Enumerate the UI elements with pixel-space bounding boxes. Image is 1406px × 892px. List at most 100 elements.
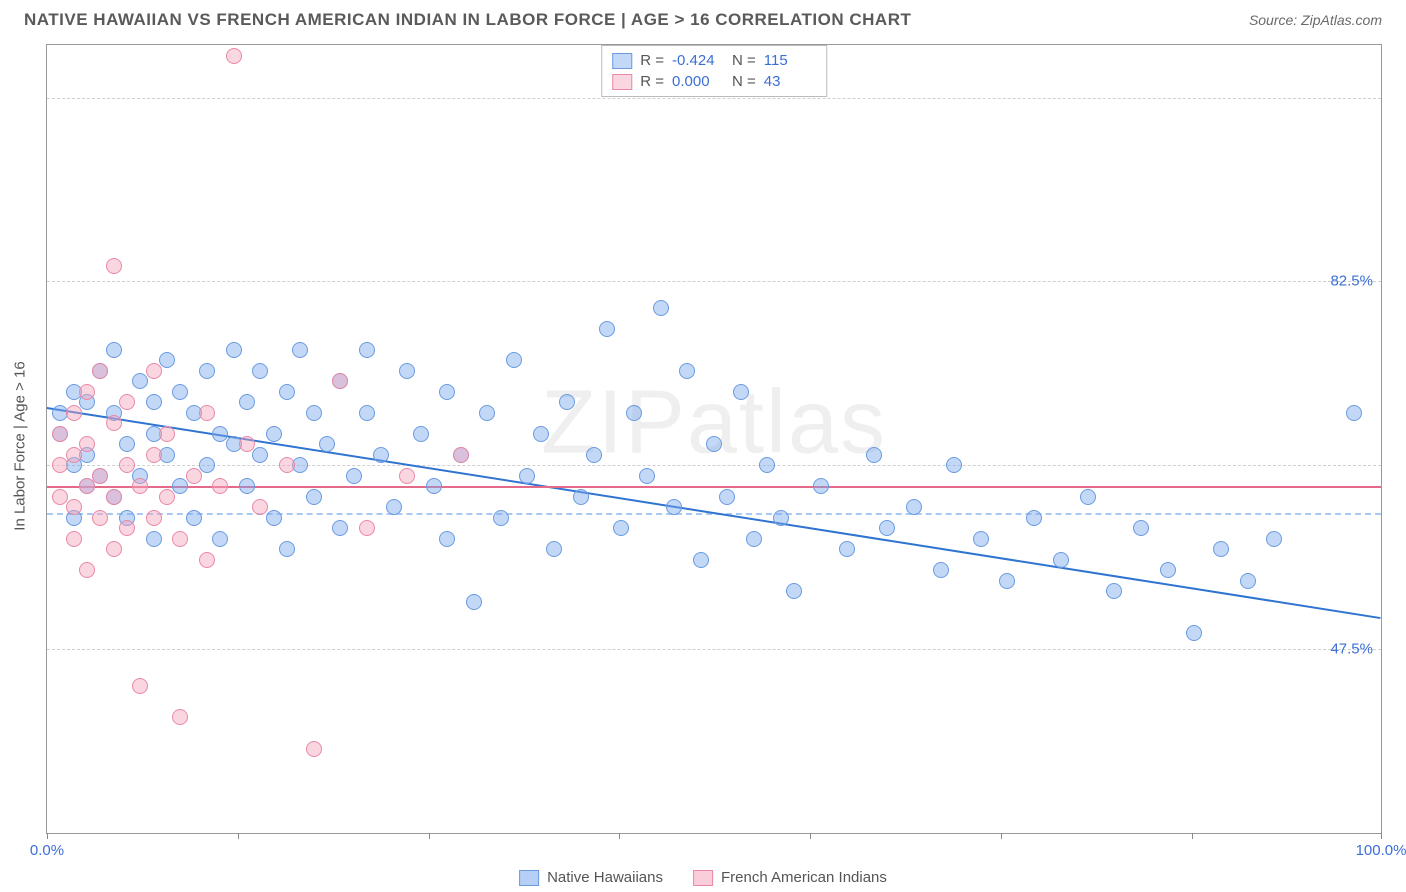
scatter-point [613, 520, 629, 536]
scatter-point [172, 709, 188, 725]
scatter-point [1186, 625, 1202, 641]
gridline-h [47, 465, 1381, 466]
ytick-label: 82.5% [1330, 273, 1373, 290]
r-value-0: -0.424 [672, 52, 724, 69]
scatter-point [546, 541, 562, 557]
scatter-point [146, 510, 162, 526]
scatter-point [172, 531, 188, 547]
scatter-point [626, 405, 642, 421]
scatter-point [332, 373, 348, 389]
scatter-point [199, 363, 215, 379]
y-axis-label: In Labor Force | Age > 16 [12, 361, 29, 530]
scatter-point [119, 394, 135, 410]
swatch-series-1 [612, 74, 632, 90]
source-name: ZipAtlas.com [1301, 12, 1382, 28]
xtick [619, 833, 620, 839]
scatter-point [146, 531, 162, 547]
legend-item-1: French American Indians [693, 869, 887, 886]
scatter-point [79, 384, 95, 400]
scatter-point [239, 394, 255, 410]
scatter-point [92, 468, 108, 484]
scatter-point [252, 447, 268, 463]
scatter-point [279, 541, 295, 557]
scatter-point [359, 405, 375, 421]
scatter-point [879, 520, 895, 536]
scatter-point [1133, 520, 1149, 536]
scatter-point [159, 426, 175, 442]
scatter-point [319, 436, 335, 452]
ytick-label: 47.5% [1330, 641, 1373, 658]
scatter-point [1213, 541, 1229, 557]
scatter-point [786, 583, 802, 599]
scatter-point [146, 394, 162, 410]
scatter-point [159, 352, 175, 368]
scatter-point [573, 489, 589, 505]
scatter-point [106, 258, 122, 274]
scatter-point [653, 300, 669, 316]
scatter-point [706, 436, 722, 452]
scatter-point [199, 457, 215, 473]
scatter-point [226, 342, 242, 358]
scatter-point [306, 741, 322, 757]
xtick [47, 833, 48, 839]
scatter-point [52, 457, 68, 473]
scatter-point [199, 405, 215, 421]
scatter-point [679, 363, 695, 379]
scatter-point [386, 499, 402, 515]
scatter-point [332, 520, 348, 536]
gridline-h [47, 649, 1381, 650]
xtick [238, 833, 239, 839]
scatter-point [79, 478, 95, 494]
scatter-point [1026, 510, 1042, 526]
scatter-point [1240, 573, 1256, 589]
scatter-point [439, 531, 455, 547]
swatch-series-0 [612, 53, 632, 69]
scatter-point [346, 468, 362, 484]
scatter-point [172, 478, 188, 494]
n-value-1: 43 [764, 73, 816, 90]
scatter-point [946, 457, 962, 473]
scatter-point [413, 426, 429, 442]
scatter-point [212, 478, 228, 494]
scatter-point [533, 426, 549, 442]
scatter-point [359, 342, 375, 358]
scatter-point [79, 436, 95, 452]
xtick [1001, 833, 1002, 839]
chart-source: Source: ZipAtlas.com [1249, 12, 1382, 28]
legend-swatch-0 [519, 870, 539, 886]
scatter-point [132, 478, 148, 494]
stats-row-series-0: R = -0.424 N = 115 [612, 50, 816, 71]
scatter-point [479, 405, 495, 421]
scatter-point [906, 499, 922, 515]
scatter-point [519, 468, 535, 484]
scatter-point [1266, 531, 1282, 547]
scatter-point [92, 363, 108, 379]
scatter-point [66, 447, 82, 463]
scatter-point [1106, 583, 1122, 599]
legend-label-0: Native Hawaiians [547, 869, 663, 886]
scatter-point [52, 426, 68, 442]
scatter-point [226, 48, 242, 64]
scatter-point [719, 489, 735, 505]
scatter-point [119, 457, 135, 473]
xtick [810, 833, 811, 839]
scatter-point [279, 457, 295, 473]
scatter-point [252, 363, 268, 379]
scatter-point [106, 489, 122, 505]
scatter-point [132, 373, 148, 389]
scatter-point [399, 363, 415, 379]
scatter-point [106, 415, 122, 431]
scatter-point [119, 436, 135, 452]
scatter-point [279, 384, 295, 400]
scatter-point [1053, 552, 1069, 568]
stats-legend: R = -0.424 N = 115 R = 0.000 N = 43 [601, 45, 827, 97]
scatter-point [1346, 405, 1362, 421]
scatter-point [839, 541, 855, 557]
n-label-0: N = [732, 52, 756, 69]
scatter-point [733, 384, 749, 400]
scatter-point [239, 436, 255, 452]
scatter-point [813, 478, 829, 494]
scatter-point [439, 384, 455, 400]
scatter-point [106, 541, 122, 557]
scatter-point [186, 468, 202, 484]
